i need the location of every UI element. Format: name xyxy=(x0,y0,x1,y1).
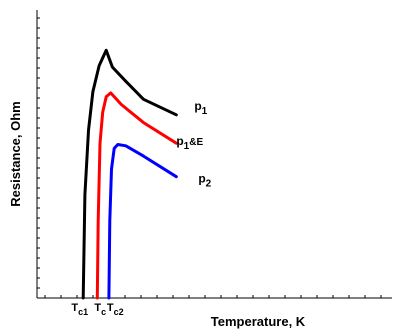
series-label-2: p1&E xyxy=(176,134,203,152)
x-tick-label-2: Tc xyxy=(94,302,106,317)
y-axis-title: Resistance, Ohm xyxy=(8,101,23,207)
series-line-2 xyxy=(95,91,178,300)
labels-group: p1 p1&E p2 Tc1 Tc Tc2 Temperature, K Resistance… xyxy=(8,99,306,329)
x-axis-title: Temperature, K xyxy=(211,314,306,329)
series-label-3: p2 xyxy=(198,172,211,190)
series-label-1: p1 xyxy=(194,99,207,117)
x-tick-label-1: Tc1 xyxy=(71,302,88,317)
series-line-1 xyxy=(81,48,178,300)
axes xyxy=(36,10,392,299)
series-line-3 xyxy=(107,143,178,300)
x-tick-label-3: Tc2 xyxy=(107,302,124,317)
series-group xyxy=(81,48,178,300)
